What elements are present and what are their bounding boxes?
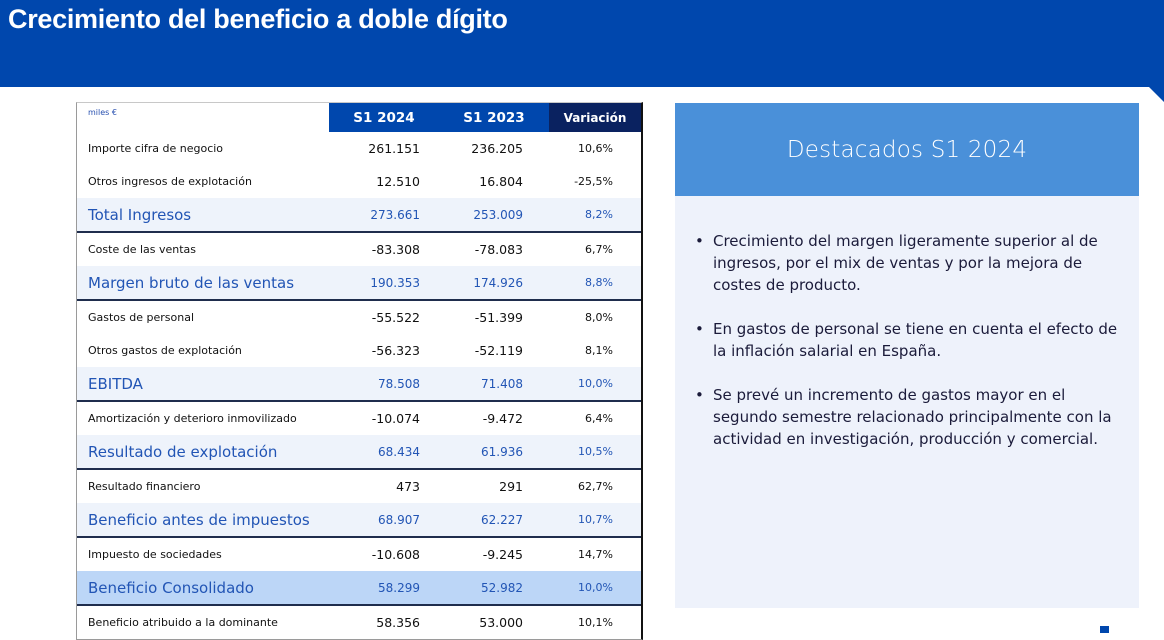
table-row: Impuesto de sociedades -10.608 -9.245 14,7% <box>77 538 641 571</box>
row-label: EBITDA <box>88 374 143 393</box>
highlights-list: • Crecimiento del margen ligeramente supe… <box>675 196 1139 450</box>
income-statement-table: miles € S1 2024 S1 2023 Variación Import… <box>76 102 643 640</box>
value-s1-2023: -78.083 <box>474 242 523 257</box>
table-row: Coste de las ventas -83.308 -78.083 6,7% <box>77 233 641 266</box>
value-variacion: 62,7% <box>578 480 613 493</box>
value-variacion: 8,0% <box>585 311 613 324</box>
value-variacion: 10,6% <box>578 142 613 155</box>
value-s1-2024: 58.356 <box>376 615 420 630</box>
highlight-item: • Crecimiento del margen ligeramente supe… <box>695 230 1119 296</box>
value-s1-2023: 253.009 <box>473 207 523 222</box>
value-s1-2024: 261.151 <box>368 141 420 156</box>
value-s1-2024: 78.508 <box>378 376 420 391</box>
table-row: Otros gastos de explotación -56.323 -52.11… <box>77 334 641 367</box>
value-s1-2023: 174.926 <box>473 275 523 290</box>
table-row: Beneficio antes de impuestos 68.907 62.227… <box>77 503 641 538</box>
value-s1-2023: -9.245 <box>482 547 523 562</box>
unit-label: miles € <box>88 108 117 117</box>
value-s1-2024: -55.522 <box>371 310 420 325</box>
row-label: Margen bruto de las ventas <box>88 273 295 292</box>
value-s1-2024: 12.510 <box>376 174 420 189</box>
row-label: Coste de las ventas <box>88 243 197 256</box>
corner-logo-mark <box>1100 626 1109 633</box>
table-row: EBITDA 78.508 71.408 10,0% <box>77 367 641 402</box>
value-s1-2024: 190.353 <box>370 275 420 290</box>
value-s1-2024: -83.308 <box>371 242 420 257</box>
value-variacion: 10,7% <box>578 513 613 526</box>
column-header-s1-2024: S1 2024 <box>329 103 439 132</box>
value-variacion: 10,0% <box>578 377 613 390</box>
value-s1-2023: -51.399 <box>474 310 523 325</box>
value-s1-2024: 473 <box>396 479 420 494</box>
highlights-panel: Destacados S1 2024 • Crecimiento del marg… <box>675 103 1139 608</box>
value-s1-2024: 273.661 <box>370 207 420 222</box>
table-body: Importe cifra de negocio 261.151 236.205 10… <box>77 132 641 639</box>
table-row: Beneficio Consolidado 58.299 52.982 10,0% <box>77 571 641 606</box>
table-row: Gastos de personal -55.522 -51.399 8,0% <box>77 301 641 334</box>
value-s1-2024: 58.299 <box>378 580 420 595</box>
banner-tail-decoration <box>1148 86 1164 102</box>
value-s1-2024: -10.074 <box>371 411 420 426</box>
column-header-s1-2023: S1 2023 <box>439 103 549 132</box>
value-variacion: -25,5% <box>574 175 613 188</box>
value-s1-2023: 71.408 <box>481 376 523 391</box>
highlight-text: En gastos de personal se tiene en cuenta… <box>713 320 1118 360</box>
row-label: Gastos de personal <box>88 311 195 324</box>
table-row: Resultado de explotación 68.434 61.936 10,5… <box>77 435 641 470</box>
value-s1-2023: 61.936 <box>481 444 523 459</box>
table-row: Amortización y deterioro inmovilizado -10… <box>77 402 641 435</box>
value-s1-2024: -56.323 <box>371 343 420 358</box>
page-title: Crecimiento del beneficio a doble dígito <box>8 4 508 34</box>
table-row: Margen bruto de las ventas 190.353 174.926… <box>77 266 641 301</box>
row-label: Amortización y deterioro inmovilizado <box>88 412 297 425</box>
table-row: Otros ingresos de explotación 12.510 16.80… <box>77 165 641 198</box>
bullet-icon: • <box>695 320 704 338</box>
row-label: Importe cifra de negocio <box>88 142 224 155</box>
value-variacion: 10,0% <box>578 581 613 594</box>
value-variacion: 8,2% <box>585 208 613 221</box>
row-label: Beneficio antes de impuestos <box>88 510 310 529</box>
row-label: Total Ingresos <box>88 205 192 224</box>
table-row: Resultado financiero 473 291 62,7% <box>77 470 641 503</box>
highlight-item: • En gastos de personal se tiene en cuent… <box>695 318 1119 362</box>
value-s1-2023: -52.119 <box>474 343 523 358</box>
value-variacion: 10,1% <box>578 616 613 629</box>
row-label: Resultado de explotación <box>88 442 278 461</box>
table-row: Total Ingresos 273.661 253.009 8,2% <box>77 198 641 233</box>
value-s1-2024: 68.907 <box>378 512 420 527</box>
row-label: Otros ingresos de explotación <box>88 175 252 188</box>
column-header-variacion: Variación <box>549 103 641 132</box>
table-row: Importe cifra de negocio 261.151 236.205 10… <box>77 132 641 165</box>
value-s1-2023: 236.205 <box>471 141 523 156</box>
bullet-icon: • <box>695 386 704 404</box>
highlight-text: Se prevé un incremento de gastos mayor e… <box>713 386 1112 448</box>
value-variacion: 8,8% <box>585 276 613 289</box>
highlights-title: Destacados S1 2024 <box>675 103 1139 196</box>
table-row: Beneficio atribuido a la dominante 58.356… <box>77 606 641 639</box>
row-label: Otros gastos de explotación <box>88 344 242 357</box>
table-header-row: miles € S1 2024 S1 2023 Variación <box>77 103 641 132</box>
value-variacion: 6,7% <box>585 243 613 256</box>
value-s1-2024: -10.608 <box>371 547 420 562</box>
value-s1-2023: -9.472 <box>482 411 523 426</box>
bullet-icon: • <box>695 232 704 250</box>
value-s1-2023: 53.000 <box>479 615 523 630</box>
value-s1-2024: 68.434 <box>378 444 420 459</box>
value-variacion: 6,4% <box>585 412 613 425</box>
value-variacion: 10,5% <box>578 445 613 458</box>
highlight-item: • Se prevé un incremento de gastos mayor … <box>695 384 1119 450</box>
highlight-text: Crecimiento del margen ligeramente super… <box>713 232 1098 294</box>
row-label: Beneficio Consolidado <box>88 578 254 597</box>
value-variacion: 14,7% <box>578 548 613 561</box>
row-label: Resultado financiero <box>88 480 201 493</box>
title-banner <box>0 0 1164 87</box>
value-s1-2023: 52.982 <box>481 580 523 595</box>
row-label: Impuesto de sociedades <box>88 548 222 561</box>
value-s1-2023: 62.227 <box>481 512 523 527</box>
value-s1-2023: 16.804 <box>479 174 523 189</box>
value-variacion: 8,1% <box>585 344 613 357</box>
row-label: Beneficio atribuido a la dominante <box>88 616 278 629</box>
value-s1-2023: 291 <box>499 479 523 494</box>
